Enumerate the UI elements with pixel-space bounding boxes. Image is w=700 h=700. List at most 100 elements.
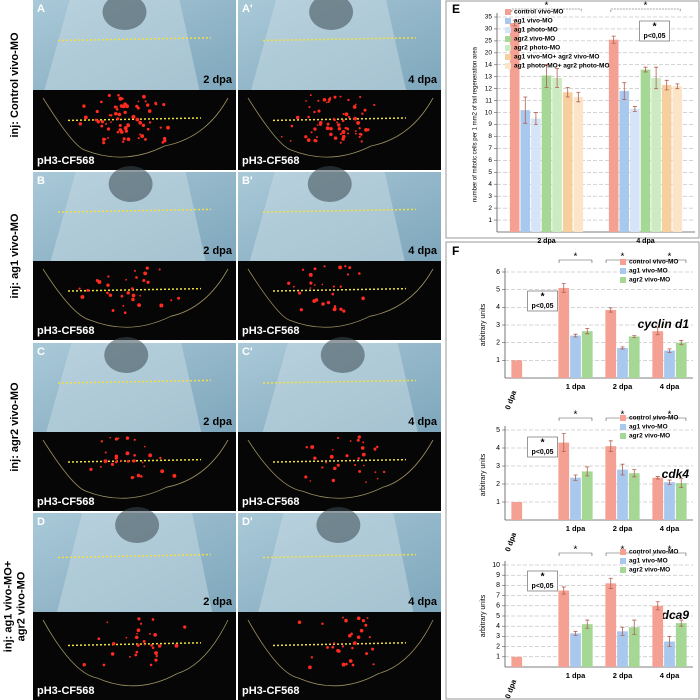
mitotic-cell bbox=[114, 437, 119, 441]
amputation-line bbox=[262, 553, 417, 559]
mitotic-cell bbox=[321, 622, 324, 625]
mitotic-cell bbox=[331, 478, 336, 483]
y-tick-label: 5 bbox=[488, 169, 492, 176]
bar bbox=[672, 86, 683, 233]
mitotic-cell bbox=[347, 115, 351, 119]
y-tick-label: 5 bbox=[496, 287, 500, 294]
fluorescence bbox=[33, 90, 236, 170]
mitotic-cell bbox=[123, 110, 127, 115]
stain-label: pH3-CF568 bbox=[37, 496, 94, 508]
stain-label: pH3-CF568 bbox=[242, 685, 299, 697]
mitotic-cell bbox=[144, 138, 147, 141]
mitotic-cell bbox=[148, 632, 151, 635]
mitotic-cell bbox=[354, 103, 357, 106]
error-bar bbox=[655, 601, 660, 611]
mitotic-cell bbox=[106, 283, 110, 287]
stage-label: 2 dpa bbox=[203, 74, 233, 86]
bar bbox=[640, 69, 651, 232]
mitotic-cell bbox=[134, 635, 139, 640]
y-tick-label: 2 bbox=[488, 205, 492, 212]
legend-swatch bbox=[620, 549, 626, 555]
mitotic-cell bbox=[140, 475, 143, 478]
bar bbox=[558, 287, 570, 378]
panel-letter: A bbox=[37, 3, 45, 15]
bar bbox=[605, 309, 617, 378]
row-label: inj: ag1 vivo-MO bbox=[9, 213, 21, 298]
amputation-line bbox=[57, 553, 212, 559]
mitotic-cell bbox=[287, 281, 291, 285]
bar bbox=[562, 92, 573, 232]
mitotic-cell bbox=[339, 95, 342, 98]
mitotic-cell bbox=[126, 123, 130, 127]
mitotic-cell bbox=[323, 265, 326, 268]
y-tick-label: 7 bbox=[488, 145, 492, 152]
row-label: inj: Control vivo-MO bbox=[9, 32, 21, 138]
mitotic-cell bbox=[131, 114, 136, 119]
mitotic-cell bbox=[145, 266, 149, 270]
error-bar bbox=[667, 348, 672, 353]
mitotic-cell bbox=[331, 448, 334, 451]
mitotic-cell bbox=[146, 280, 150, 284]
mitotic-cell bbox=[358, 132, 362, 136]
annotation-text: p<0,05 bbox=[532, 449, 554, 456]
mitotic-cell bbox=[352, 641, 357, 645]
mitotic-cell bbox=[143, 445, 146, 448]
mitotic-cell bbox=[122, 304, 125, 307]
mitotic-cell bbox=[141, 123, 146, 128]
mitotic-cell bbox=[306, 138, 311, 142]
legend-swatch bbox=[505, 9, 511, 15]
mitotic-cell bbox=[374, 471, 377, 474]
panel-letter: C bbox=[37, 346, 45, 358]
chart-title: cyclin d1 bbox=[638, 317, 690, 331]
bar bbox=[664, 350, 675, 378]
y-tick-label: 10 bbox=[492, 562, 500, 569]
mitotic-cell bbox=[298, 291, 302, 295]
mitotic-cell bbox=[337, 649, 341, 653]
mitotic-cell bbox=[321, 466, 324, 469]
significance-star: * bbox=[545, 1, 549, 12]
mitotic-cell bbox=[107, 275, 110, 278]
mitotic-cell bbox=[348, 266, 352, 270]
x-tick-label: 2 dpa bbox=[537, 238, 555, 245]
mitotic-cell bbox=[313, 284, 316, 287]
mitotic-cell bbox=[137, 100, 140, 103]
mitotic-cell bbox=[308, 272, 313, 277]
y-tick-label: 13 bbox=[485, 73, 493, 80]
mitotic-cell bbox=[89, 467, 93, 472]
stage-label: 2 dpa bbox=[203, 596, 233, 608]
mitotic-cell bbox=[336, 121, 339, 124]
annotation-box bbox=[527, 436, 558, 458]
mitotic-cell bbox=[336, 463, 340, 467]
error-bar bbox=[523, 96, 528, 124]
mitotic-cell bbox=[100, 120, 105, 124]
tail-fin bbox=[251, 0, 407, 90]
mitotic-cell bbox=[349, 440, 352, 442]
micrograph: B 2 dpa pH3-CF568 bbox=[33, 166, 236, 340]
significance-bracket bbox=[558, 259, 593, 263]
mitotic-cell bbox=[316, 124, 319, 126]
fin-outline bbox=[42, 619, 229, 687]
error-bar bbox=[643, 66, 648, 73]
mitotic-cell bbox=[119, 104, 124, 108]
error-bar bbox=[608, 577, 613, 589]
mitotic-cell bbox=[339, 132, 343, 136]
bar bbox=[664, 641, 675, 667]
mitotic-cell bbox=[86, 288, 90, 292]
pigment bbox=[102, 0, 147, 30]
error-bar bbox=[679, 340, 684, 346]
mitotic-cell bbox=[317, 109, 321, 113]
bar bbox=[619, 91, 630, 232]
bar bbox=[520, 110, 531, 232]
legend-label: ag1 vivo-MO bbox=[629, 558, 668, 565]
amputation-line bbox=[262, 208, 417, 213]
mitotic-cell bbox=[310, 656, 313, 659]
stain-label: pH3-CF568 bbox=[242, 155, 299, 167]
mitotic-cell bbox=[337, 123, 341, 127]
mitotic-cell bbox=[104, 451, 107, 454]
error-bar bbox=[585, 466, 590, 477]
mitotic-cell bbox=[140, 134, 145, 138]
stage-label: 4 dpa bbox=[408, 596, 438, 608]
significance-bracket bbox=[558, 552, 593, 556]
error-bar bbox=[573, 333, 578, 338]
mitotic-cell bbox=[338, 265, 343, 270]
